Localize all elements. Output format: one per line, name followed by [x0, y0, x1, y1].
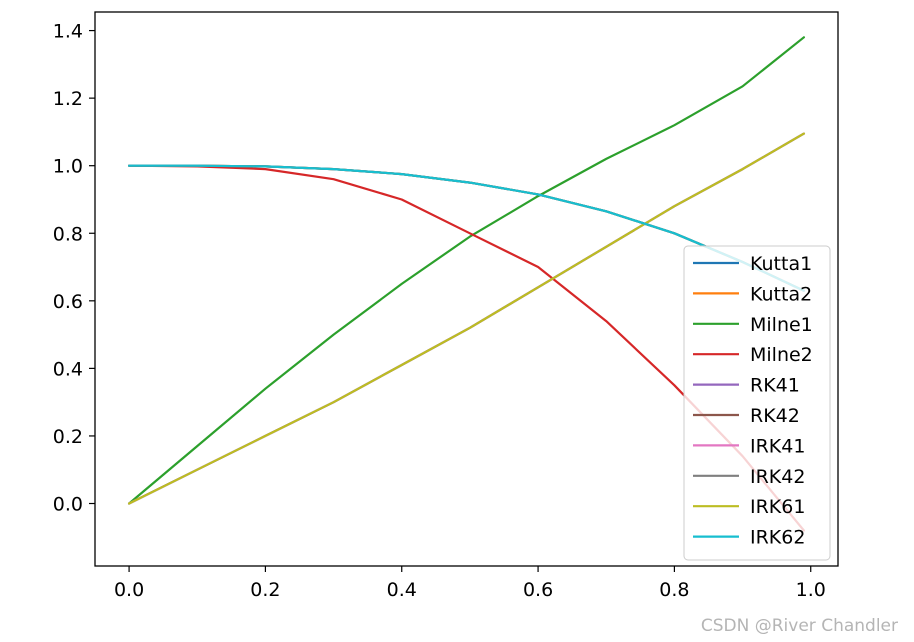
x-tick-label: 0.6 [523, 579, 553, 601]
legend-label-irk61: IRK61 [750, 496, 805, 518]
y-tick-label: 1.2 [53, 88, 83, 110]
legend: Kutta1 Kutta2 Milne1 Milne2 RK41 RK42 IRK41 IRK… [683, 245, 831, 561]
legend-label-kutta1: Kutta1 [750, 253, 812, 275]
x-tick-label: 0.4 [387, 579, 417, 601]
y-tick-label: 1.4 [53, 21, 83, 43]
series-layer [128, 36, 806, 532]
y-tick-label: 0.2 [53, 426, 83, 448]
x-tick-label: 1.0 [796, 579, 826, 601]
legend-label-rk42: RK42 [750, 405, 800, 427]
legend-label-milne2: Milne2 [750, 344, 813, 366]
y-axis: 0.0 0.2 0.4 0.6 0.8 1.0 1.2 1.4 [53, 21, 95, 516]
x-tick-label: 0.2 [250, 579, 280, 601]
watermark: CSDN @River Chandler [700, 616, 898, 636]
legend-label-milne1: Milne1 [750, 314, 813, 336]
y-tick-label: 0.4 [53, 358, 83, 380]
x-axis: 0.0 0.2 0.4 0.6 0.8 1.0 [114, 566, 826, 601]
y-tick-label: 0.0 [53, 494, 83, 516]
series-line-milne1 [128, 36, 806, 505]
axes-frame [94, 11, 839, 567]
x-tick-label: 0.8 [659, 579, 689, 601]
x-tick-label: 0.0 [114, 579, 144, 601]
y-tick-label: 1.0 [53, 156, 83, 178]
legend-label-irk41: IRK41 [750, 435, 805, 457]
series-line-irk61 [128, 132, 806, 505]
legend-label-irk42: IRK42 [750, 466, 805, 488]
legend-label-kutta2: Kutta2 [750, 283, 812, 305]
series-line-irk62 [128, 164, 806, 292]
y-tick-label: 0.8 [53, 223, 83, 245]
legend-label-rk41: RK41 [750, 375, 800, 397]
y-tick-label: 0.6 [53, 291, 83, 313]
legend-label-irk62: IRK62 [750, 527, 805, 549]
